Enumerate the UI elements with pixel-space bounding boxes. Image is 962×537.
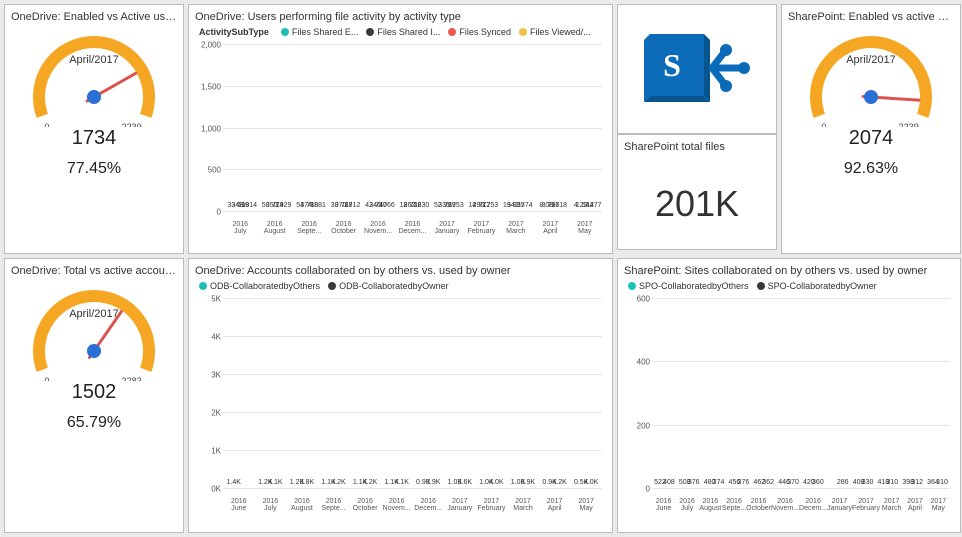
odb-chart: 0K1K2K3K4K5K1.4K1.2K4.1K1.2K3.8K1.1K4.2K… <box>195 295 606 513</box>
sharepoint-logo-icon: S <box>642 24 752 114</box>
spo-chart: 0200400600522408508376480374456376462362… <box>624 295 954 513</box>
svg-text:S: S <box>663 47 681 83</box>
gauge-onedrive-total-active: OneDrive: Total vs active accounts April… <box>4 258 184 533</box>
gauge-3: April/2017 0 2283 <box>19 281 169 381</box>
gauge-value: 1502 <box>72 381 117 404</box>
card-title: OneDrive: Total vs active accounts <box>11 265 177 277</box>
card-title: SharePoint total files <box>624 141 770 153</box>
card-title: OneDrive: Accounts collaborated on by ot… <box>195 265 606 277</box>
gauge-2: April/2017 0 2239 <box>796 27 946 127</box>
card-title: OneDrive: Users performing file activity… <box>195 11 606 23</box>
gauge-pct: 65.79% <box>67 414 121 432</box>
odb-chart-card: OneDrive: Accounts collaborated on by ot… <box>188 258 613 533</box>
spo-chart-card: SharePoint: Sites collaborated on by oth… <box>617 258 961 533</box>
svg-text:0: 0 <box>821 122 826 127</box>
activity-chart: 05001,0001,5002,000333486991814503507741… <box>195 41 606 236</box>
svg-text:April/2017: April/2017 <box>69 308 119 320</box>
gauge-value: 2074 <box>849 127 894 150</box>
svg-text:0: 0 <box>44 122 49 127</box>
svg-text:2239: 2239 <box>899 122 919 127</box>
gauge-pct: 92.63% <box>844 160 898 178</box>
gauge-value: 1734 <box>72 127 117 150</box>
spo-legend: SPO-CollaboratedbyOthers SPO-Collaborate… <box>628 281 954 291</box>
svg-text:2283: 2283 <box>122 376 142 381</box>
kpi-value: 201K <box>624 183 770 225</box>
gauge-1: April/2017 0 2239 <box>19 27 169 127</box>
card-title: SharePoint: Sites collaborated on by oth… <box>624 265 954 277</box>
svg-text:2239: 2239 <box>122 122 142 127</box>
svg-text:0: 0 <box>44 376 49 381</box>
gauge-pct: 77.45% <box>67 160 121 178</box>
activity-chart-card: OneDrive: Users performing file activity… <box>188 4 613 254</box>
odb-legend: ODB-CollaboratedbyOthers ODB-Collaborate… <box>199 281 606 291</box>
sharepoint-logo-card: S <box>617 4 777 134</box>
svg-text:April/2017: April/2017 <box>846 54 896 66</box>
kpi-card: SharePoint total files 201K <box>617 134 777 250</box>
card-title: OneDrive: Enabled vs Active users <box>11 11 177 23</box>
card-title: SharePoint: Enabled vs active users <box>788 11 954 23</box>
svg-text:April/2017: April/2017 <box>69 54 119 66</box>
activity-legend: ActivitySubType Files Shared E... Files … <box>199 27 606 37</box>
gauge-onedrive-enabled-active: OneDrive: Enabled vs Active users April/… <box>4 4 184 254</box>
gauge-sharepoint-enabled-active: SharePoint: Enabled vs active users Apri… <box>781 4 961 254</box>
logo-kpi-column: S SharePoint total files 201K <box>617 4 777 254</box>
